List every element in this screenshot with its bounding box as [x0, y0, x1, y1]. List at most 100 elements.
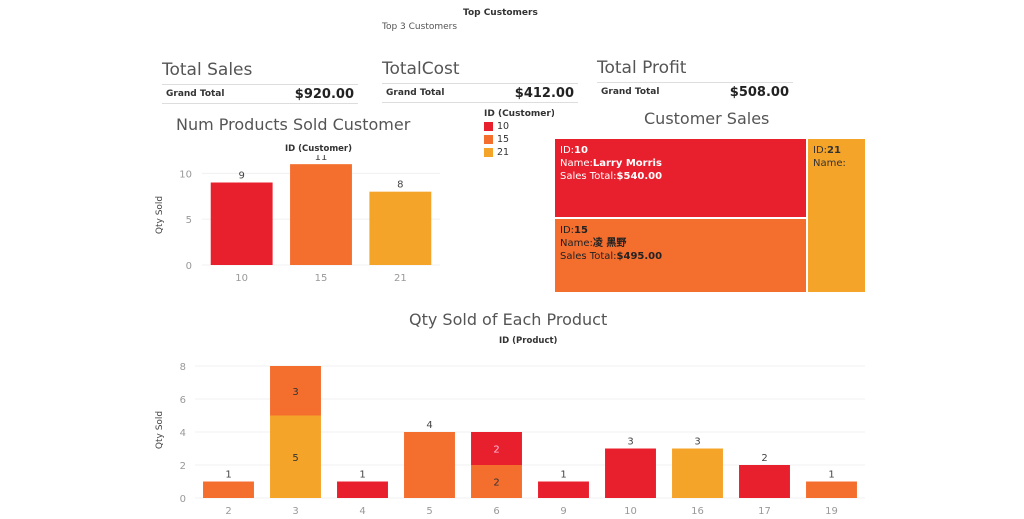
legend-swatch — [484, 148, 493, 157]
x-tick-label: 17 — [758, 506, 771, 517]
kpi-total-sales: Total Sales Grand Total $920.00 — [162, 60, 358, 104]
legend-swatch — [484, 122, 493, 131]
x-axis-header-customer: ID (Customer) — [285, 144, 353, 154]
kpi-label: Grand Total — [601, 87, 660, 97]
segment-value-label: 5 — [292, 453, 298, 464]
y-tick-label: 5 — [186, 215, 192, 226]
tile-id-label: ID: — [813, 145, 828, 156]
tile-sales: $540.00 — [616, 171, 663, 182]
customer-bar-chart: Qty Sold 0 5 10 9 10 11 15 8 21 — [155, 155, 440, 284]
bar-value-label: 8 — [397, 180, 403, 191]
tile-name-label: Name: — [560, 158, 593, 169]
tile-id-label: ID: — [560, 145, 575, 156]
x-axis-header-product: ID (Product) — [499, 336, 558, 346]
legend-item[interactable]: 15 — [484, 134, 554, 145]
x-tick-label: 3 — [292, 506, 298, 517]
x-tick-label: 2 — [225, 506, 231, 517]
x-tick-label: 21 — [394, 273, 407, 284]
y-tick-label: 4 — [180, 428, 186, 439]
tile-id-label: ID: — [560, 225, 575, 236]
kpi-title: TotalCost — [382, 59, 460, 79]
treemap-tile-10[interactable]: ID:10 Name:Larry Morris Sales Total:$540… — [554, 138, 807, 218]
tile-name: Larry Morris — [592, 158, 662, 169]
bar-value-label: 1 — [828, 470, 834, 481]
legend-label: 15 — [497, 134, 510, 145]
kpi-value: $920.00 — [294, 86, 354, 102]
bar-customer-21 — [369, 191, 432, 265]
segment-value-label: 2 — [493, 445, 499, 456]
x-tick-label: 9 — [560, 506, 566, 517]
tile-name-label: Name: — [560, 238, 593, 249]
x-tick-label: 10 — [235, 273, 248, 284]
bar-value-label: 1 — [225, 470, 231, 481]
chart-title-customers: Num Products Sold Customer — [176, 115, 411, 134]
kpi-label: Grand Total — [386, 88, 445, 98]
y-tick-label: 6 — [180, 395, 186, 406]
x-tick-label: 6 — [493, 506, 499, 517]
bar-value-label: 1 — [359, 470, 365, 481]
legend: ID (Customer) 10 15 21 — [484, 109, 554, 158]
bar-value-label: 11 — [315, 155, 328, 163]
x-tick-label: 5 — [426, 506, 432, 517]
bar-value-label: 1 — [560, 470, 566, 481]
legend-item[interactable]: 10 — [484, 121, 554, 132]
dashboard-title: Top Customers — [463, 8, 538, 18]
bar-product-19-customer-15 — [806, 481, 857, 498]
bar-product-3-customer-21 — [270, 415, 321, 498]
kpi-value: $412.00 — [514, 85, 574, 101]
treemap-title: Customer Sales — [644, 109, 770, 128]
bar-customer-10 — [210, 182, 273, 265]
customer-sales-treemap: ID:10 Name:Larry Morris Sales Total:$540… — [554, 138, 866, 293]
y-tick-label: 8 — [180, 362, 186, 373]
bar-product-10-customer-10 — [605, 448, 656, 498]
y-axis-label: Qty Sold — [155, 196, 165, 234]
y-tick-label: 0 — [180, 494, 186, 505]
kpi-title: Total Sales — [162, 60, 253, 80]
tile-id: 21 — [827, 145, 841, 156]
kpi-total-profit: Total Profit Grand Total $508.00 — [597, 58, 793, 101]
kpi-label: Grand Total — [166, 89, 225, 99]
bar-value-label: 3 — [627, 437, 633, 448]
x-tick-label: 19 — [825, 506, 838, 517]
tile-id: 10 — [574, 145, 588, 156]
tile-sales-label: Sales Total: — [560, 251, 617, 262]
bar-customer-15 — [290, 164, 352, 265]
y-tick-label: 2 — [180, 461, 186, 472]
segment-value-label: 2 — [493, 478, 499, 489]
segment-value-label: 3 — [292, 387, 298, 398]
bar-value-label: 4 — [426, 420, 432, 431]
bar-product-3-customer-15 — [270, 366, 321, 416]
bar-product-16-customer-21 — [672, 448, 723, 498]
legend-title: ID (Customer) — [484, 109, 554, 119]
tile-name: 凌 黑野 — [592, 238, 627, 249]
y-tick-label: 0 — [186, 261, 192, 272]
legend-label: 10 — [497, 121, 510, 132]
bar-product-9-customer-10 — [538, 481, 589, 498]
tile-id: 15 — [574, 225, 588, 236]
tile-sales: $495.00 — [616, 251, 663, 262]
tile-name-label: Name: — [813, 158, 846, 169]
x-tick-label: 15 — [315, 273, 328, 284]
x-tick-label: 16 — [691, 506, 704, 517]
y-axis-label: Qty Sold — [155, 411, 165, 449]
dashboard-subtitle: Top 3 Customers — [382, 22, 458, 32]
bar-product-4-customer-10 — [337, 481, 388, 498]
bar-product-2-customer-15 — [203, 481, 254, 498]
treemap-tile-15[interactable]: ID:15 Name:凌 黑野 Sales Total:$495.00 — [554, 218, 807, 293]
x-tick-label: 4 — [359, 506, 365, 517]
y-tick-label: 10 — [179, 169, 192, 180]
bar-product-5-customer-15 — [404, 432, 455, 498]
legend-label: 21 — [497, 147, 510, 158]
tile-sales-label: Sales Total: — [560, 171, 617, 182]
bar-product-17-customer-10 — [739, 465, 790, 498]
legend-swatch — [484, 135, 493, 144]
x-tick-label: 10 — [624, 506, 637, 517]
legend-item[interactable]: 21 — [484, 147, 554, 158]
bar-product-6-customer-15 — [471, 465, 522, 498]
kpi-value: $508.00 — [729, 84, 789, 100]
bar-value-label: 9 — [238, 171, 244, 182]
kpi-title: Total Profit — [597, 58, 687, 78]
chart-title-products: Qty Sold of Each Product — [409, 310, 608, 329]
treemap-tile-21[interactable]: ID:21 Name: — [807, 138, 866, 293]
